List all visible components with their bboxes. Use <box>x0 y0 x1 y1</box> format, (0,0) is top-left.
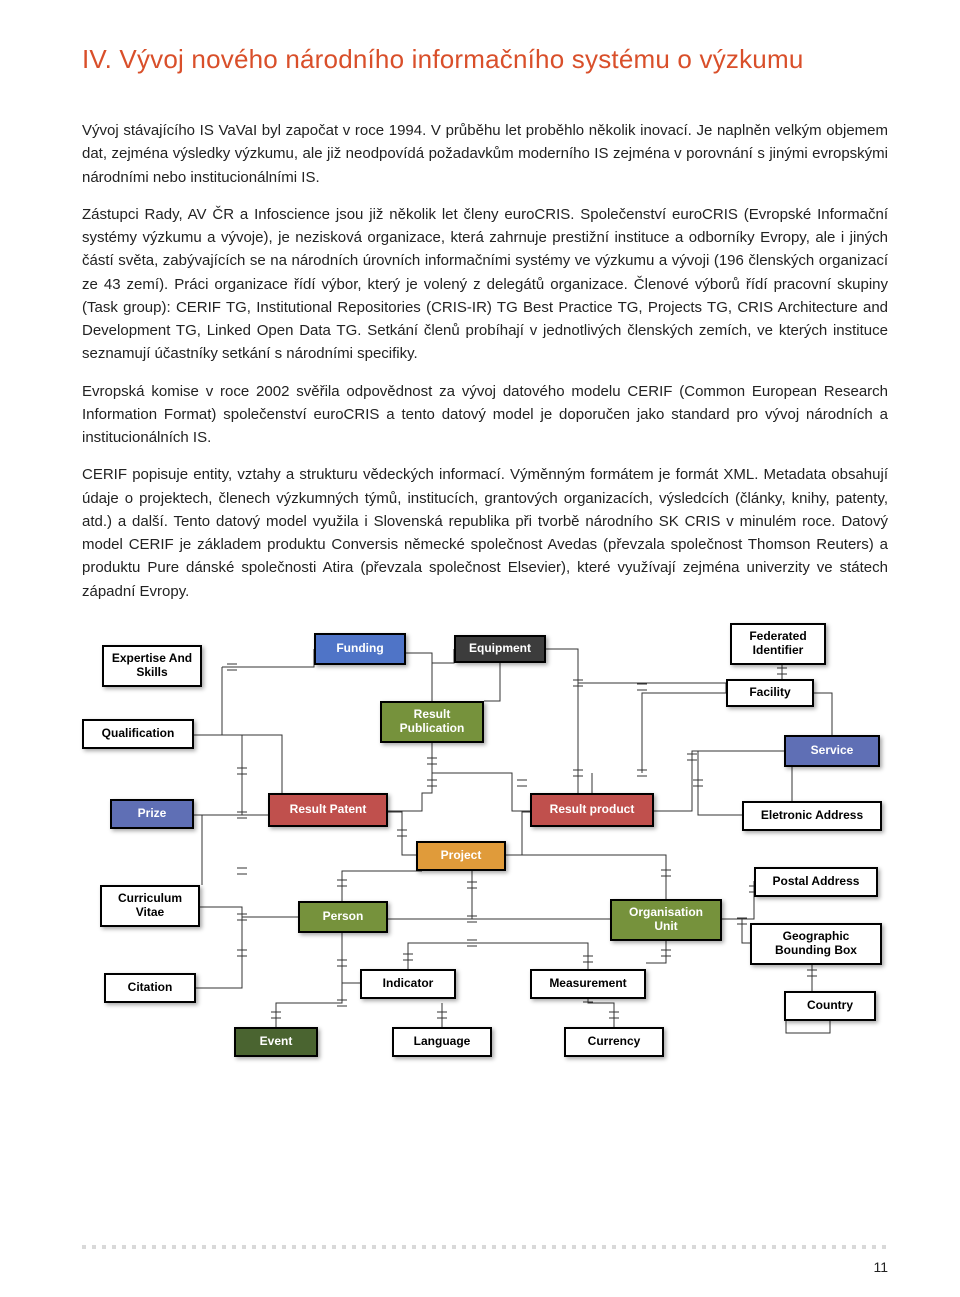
paragraph-3: Evropská komise v roce 2002 svěřila odpo… <box>82 380 888 450</box>
page-number: 11 <box>873 1259 888 1275</box>
node-gbbox: Geographic Bounding Box <box>750 923 882 965</box>
node-project: Project <box>416 841 506 871</box>
node-service: Service <box>784 735 880 767</box>
node-expertise: Expertise And Skills <box>102 645 202 687</box>
node-funding: Funding <box>314 633 406 665</box>
node-language: Language <box>392 1027 492 1057</box>
paragraph-4: CERIF popisuje entity, vztahy a struktur… <box>82 463 888 603</box>
node-measurement: Measurement <box>530 969 646 999</box>
node-paddress: Postal Address <box>754 867 878 897</box>
footer-dotline <box>82 1245 888 1249</box>
node-indicator: Indicator <box>360 969 456 999</box>
node-qualification: Qualification <box>82 719 194 749</box>
node-facility: Facility <box>726 679 814 707</box>
paragraph-2: Zástupci Rady, AV ČR a Infoscience jsou … <box>82 203 888 366</box>
paragraph-1: Vývoj stávajícího IS VaVaI byl započat v… <box>82 119 888 189</box>
node-person: Person <box>298 901 388 933</box>
node-cv: Curriculum Vitae <box>100 885 200 927</box>
node-orgunit: Organisation Unit <box>610 899 722 941</box>
node-equipment: Equipment <box>454 635 546 663</box>
node-currency: Currency <box>564 1027 664 1057</box>
node-country: Country <box>784 991 876 1021</box>
node-resultpub: Result Publication <box>380 701 484 743</box>
node-prize: Prize <box>110 799 194 829</box>
node-respatent: Result Patent <box>268 793 388 827</box>
node-event: Event <box>234 1027 318 1057</box>
node-eaddress: Eletronic Address <box>742 801 882 831</box>
page-title: IV. Vývoj nového národního informačního … <box>82 44 888 75</box>
node-fedid: Federated Identifier <box>730 623 826 665</box>
node-citation: Citation <box>104 973 196 1003</box>
node-resproduct: Result product <box>530 793 654 827</box>
cerif-diagram: Expertise And Skills Funding Equipment Fede… <box>82 623 888 1063</box>
